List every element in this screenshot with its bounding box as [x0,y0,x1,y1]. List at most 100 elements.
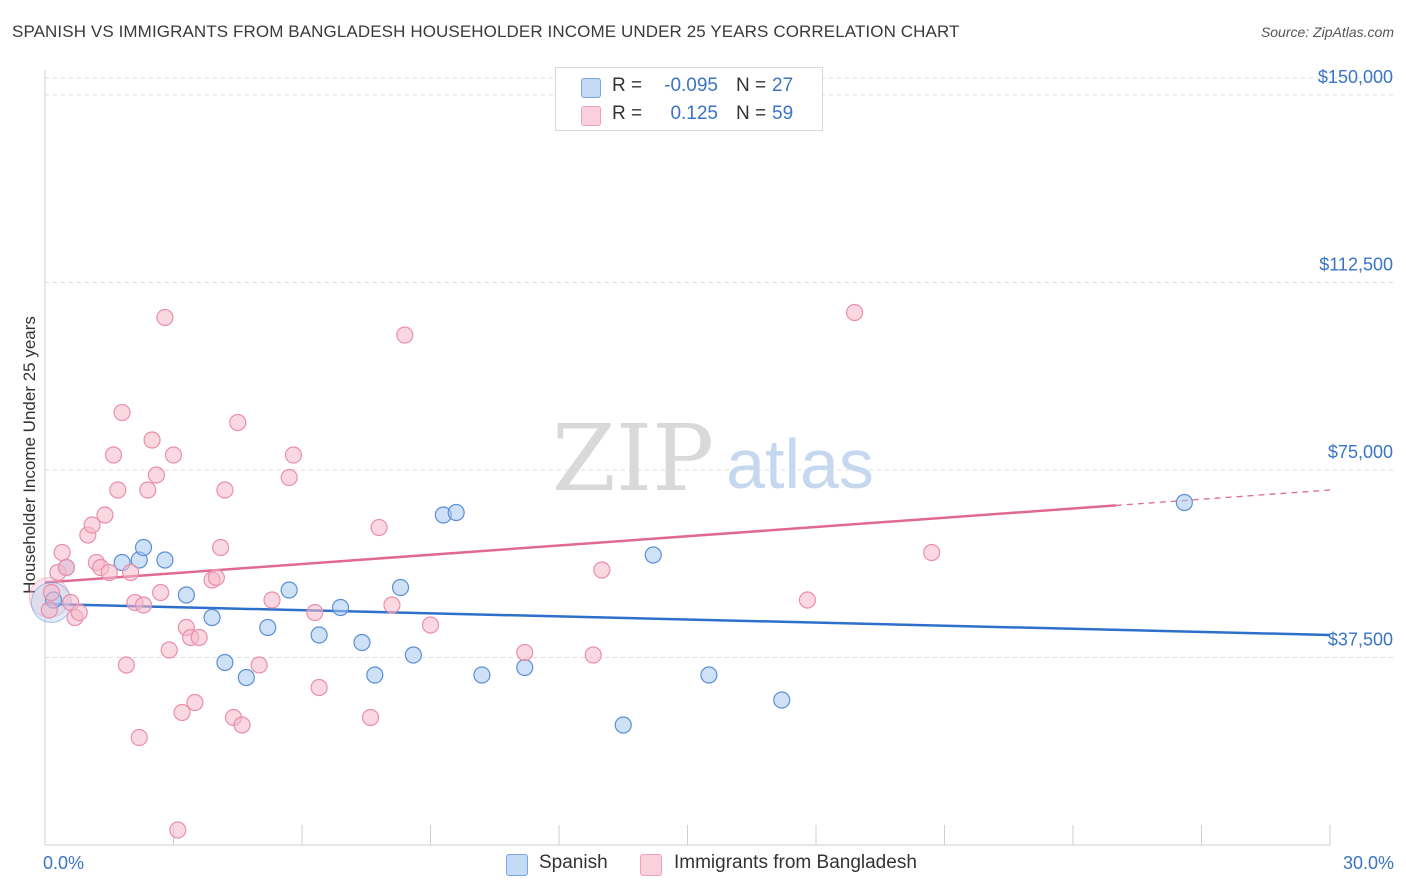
legend-r-value: -0.095 [664,75,718,96]
correlation-legend: R = -0.095 N = 27 R = 0.125 N = 59 [555,67,823,131]
watermark-atlas: atlas [726,425,874,503]
data-point-bangladesh [216,481,234,499]
data-point-bangladesh [421,616,440,634]
data-point-spanish [259,618,277,637]
data-point-spanish [447,503,465,522]
data-point-spanish [773,691,791,709]
legend-swatch-bangladesh [581,106,601,126]
data-point-spanish [177,586,195,604]
data-point-bangladesh [117,656,135,674]
data-point-bangladesh [516,643,534,662]
data-point-spanish [280,581,298,599]
data-point-bangladesh [233,716,251,734]
data-point-bangladesh [152,583,170,602]
data-point-bangladesh [310,678,328,697]
bottom-legend-swatch-bangladesh [640,854,662,876]
legend-r-label: R = [612,75,643,96]
data-point-spanish [353,633,371,652]
watermark-zip: ZIP [552,405,714,512]
data-point-bangladesh [100,563,118,582]
data-point-bangladesh [845,303,864,322]
data-point-bangladesh [396,326,414,344]
data-point-bangladesh [122,563,140,582]
data-point-spanish [644,546,662,564]
legend-n-label: N = [736,75,767,96]
trend-line-bangladesh-extension [1115,489,1331,507]
chart-title: SPANISH VS IMMIGRANTS FROM BANGLADESH HO… [12,22,960,41]
legend-swatch-spanish [581,78,601,98]
legend-r-label: R = [612,103,643,124]
data-point-bangladesh [229,413,247,432]
data-point-bangladesh [164,446,183,464]
data-point-bangladesh [923,543,941,562]
grid [45,77,1395,658]
source-label: Source: ZipAtlas.com [1260,24,1394,40]
data-point-bangladesh [306,603,324,622]
data-point-bangladesh [190,628,208,647]
data-point-bangladesh [593,561,611,579]
data-point-spanish [203,608,221,627]
data-point-bangladesh [207,568,225,587]
data-point-bangladesh [104,446,123,464]
axes: $37,500 $75,000 $112,500 $150,000 0.0% 30.0% [43,67,1394,873]
data-point-bangladesh [147,466,165,484]
y-tick-label: $75,000 [1328,442,1393,462]
data-point-spanish [134,538,153,557]
trend-line-bangladesh [44,504,1116,584]
data-point-bangladesh [584,646,602,664]
data-point-bangladesh [263,591,281,609]
data-point-bangladesh [186,693,204,712]
data-point-spanish [516,658,534,677]
data-point-bangladesh [53,543,71,562]
x-tick-label: 0.0% [43,853,84,873]
data-point-bangladesh [173,703,191,722]
data-point-bangladesh [57,558,76,577]
data-point-bangladesh [143,431,161,449]
data-point-spanish [1175,493,1193,512]
legend-n-value: 27 [772,75,794,96]
data-point-spanish [237,668,255,687]
y-tick-label: $112,500 [1319,255,1393,275]
trend-line-spanish [44,602,1331,637]
data-point-spanish [391,578,410,597]
legend-n-value: 59 [772,103,794,124]
data-point-spanish [404,646,422,664]
data-point-bangladesh [40,601,58,619]
data-point-bangladesh [109,481,127,499]
data-point-bangladesh [383,596,401,614]
data-point-spanish [310,626,328,644]
data-point-bangladesh [42,583,61,602]
data-point-bangladesh [113,403,131,422]
data-point-bangladesh [130,728,148,747]
data-point-bangladesh [284,446,303,464]
data-point-bangladesh [160,641,178,659]
data-point-bangladesh [70,603,88,622]
data-points [28,303,1193,839]
data-point-spanish [473,666,491,684]
data-point-bangladesh [798,591,817,609]
trend-lines [44,489,1331,637]
legend-n-label: N = [736,103,767,124]
data-point-spanish [366,666,384,684]
data-point-spanish [700,666,718,684]
bottom-legend-label-spanish: Spanish [539,852,608,873]
data-point-bangladesh [250,656,268,674]
data-point-bangladesh [139,481,157,499]
watermark: ZIP atlas [552,405,874,512]
data-point-bangladesh [169,821,187,839]
data-point-spanish [216,653,234,672]
data-point-spanish [156,551,174,569]
data-point-spanish [331,598,350,617]
x-tick-label: 30.0% [1343,853,1394,873]
data-point-bangladesh [134,596,153,614]
y-tick-label: $37,500 [1328,630,1393,650]
legend-row-spanish: R = -0.095 N = 27 [556,74,822,102]
data-point-bangladesh [83,516,101,534]
data-point-bangladesh [370,518,388,537]
bottom-legend-swatch-spanish [506,854,528,876]
data-point-spanish [614,716,632,734]
legend-r-value: 0.125 [670,103,718,124]
data-point-bangladesh [361,708,380,727]
data-point-bangladesh [96,506,114,524]
